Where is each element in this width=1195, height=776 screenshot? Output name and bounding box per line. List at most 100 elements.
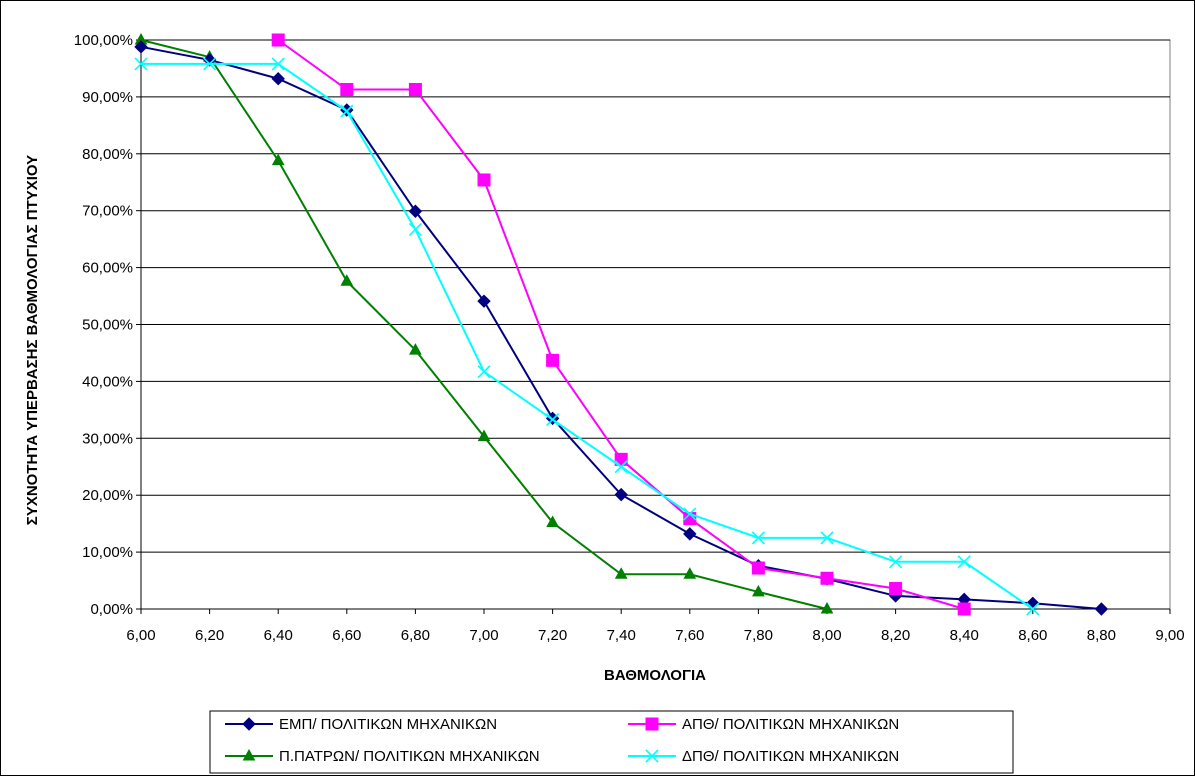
legend-item: ΑΠΘ/ ΠΟΛΙΤΙΚΩΝ ΜΗΧΑΝΙΚΩΝ (628, 716, 899, 733)
data-point (751, 531, 765, 545)
x-tick-label: 7,40 (607, 627, 636, 644)
x-tick-label: 7,60 (675, 627, 704, 644)
x-tick-label: 6,40 (264, 627, 293, 644)
data-point (271, 57, 285, 71)
legend-label: ΔΠΘ/ ΠΟΛΙΤΙΚΩΝ ΜΗΧΑΝΙΚΩΝ (682, 748, 899, 765)
data-point (889, 582, 903, 596)
marker-stroke (820, 531, 834, 545)
series-3 (134, 57, 1040, 616)
x-tick-label: 8,60 (1018, 627, 1047, 644)
marker-stroke (340, 104, 354, 118)
y-tick-label: 60,00% (82, 260, 133, 277)
data-point (1026, 602, 1040, 616)
data-point (683, 567, 697, 579)
data-point (408, 204, 423, 218)
data-point (340, 83, 354, 97)
x-axis-ticks: 6,00 6,20 6,40 6,60 6,80 7,00 7,20 7,40 7,60 7,80… (126, 608, 1185, 644)
y-tick-label: 30,00% (82, 430, 133, 447)
y-tick-label: 20,00% (82, 487, 133, 504)
data-point (820, 601, 834, 614)
data-point (271, 33, 285, 47)
marker-stroke (271, 57, 285, 71)
data-point (477, 173, 491, 187)
x-tick-label: 8,40 (950, 627, 979, 644)
x-tick-label: 8,80 (1087, 627, 1116, 644)
data-point (957, 555, 971, 569)
data-point (477, 294, 491, 308)
y-tick-label: 80,00% (82, 146, 133, 163)
legend-item: ΕΜΠ/ ΠΟΛΙΤΙΚΩΝ ΜΗΧΑΝΙΚΩΝ (225, 716, 497, 733)
x-tick-label: 6,60 (332, 627, 361, 644)
marker-stroke (203, 57, 217, 71)
data-point (820, 571, 834, 585)
data-point (408, 83, 422, 97)
data-point (614, 452, 628, 466)
data-point (751, 561, 765, 575)
marker-stroke (1026, 602, 1040, 616)
marker-stroke (683, 507, 697, 521)
marker-stroke (614, 460, 628, 474)
data-point (340, 104, 354, 118)
data-point (408, 222, 422, 237)
x-tick-label: 7,20 (538, 627, 567, 644)
legend-label: ΕΜΠ/ ΠΟΛΙΤΙΚΩΝ ΜΗΧΑΝΙΚΩΝ (279, 716, 497, 733)
series-group (134, 32, 1109, 616)
y-tick-label: 90,00% (82, 89, 133, 106)
x-tick-label: 6,80 (401, 627, 430, 644)
series-line (141, 62, 1034, 610)
x-tick-label: 6,00 (126, 627, 155, 644)
x-tick-label: 9,00 (1155, 627, 1184, 644)
series-0 (134, 40, 1109, 616)
x-tick-label: 6,20 (195, 627, 224, 644)
y-axis-ticks: 0,00% 10,00% 20,00% 30,00% 40,00% 50,00% 60,00… (74, 32, 142, 618)
marker-stroke (645, 749, 659, 763)
x-tick-label: 7,80 (744, 627, 773, 644)
gridlines (141, 39, 1170, 553)
data-point (477, 365, 491, 379)
marker-stroke (477, 365, 491, 379)
legend-box (209, 710, 1014, 774)
x-tick-label: 7,00 (469, 627, 498, 644)
x-tick-label: 8,00 (812, 627, 841, 644)
data-point (271, 153, 285, 166)
data-point (683, 507, 697, 521)
series-2 (134, 32, 834, 614)
y-tick-label: 70,00% (82, 203, 133, 220)
data-point (752, 584, 765, 597)
marker-stroke (134, 57, 148, 71)
legend-marker (645, 749, 659, 763)
legend-item: ΔΠΘ/ ΠΟΛΙΤΙΚΩΝ ΜΗΧΑΝΙΚΩΝ (628, 748, 899, 765)
data-point (271, 71, 285, 86)
legend-label: ΑΠΘ/ ΠΟΛΙΤΙΚΩΝ ΜΗΧΑΝΙΚΩΝ (682, 716, 899, 733)
x-tick-label: 8,20 (881, 627, 910, 644)
data-point (134, 57, 148, 71)
data-point (546, 412, 560, 427)
legend-marker (242, 748, 256, 761)
data-point (203, 57, 217, 71)
x-axis-title: ΒΑΘΜΟΛΟΓΙΑ (604, 667, 706, 684)
data-point (614, 460, 628, 474)
data-point (1094, 602, 1109, 616)
legend-marker (242, 717, 256, 731)
data-point (820, 531, 834, 545)
marker-stroke (751, 531, 765, 545)
y-tick-label: 40,00% (82, 373, 133, 390)
marker-stroke (957, 555, 971, 569)
y-tick-label: 50,00% (82, 317, 133, 334)
data-point (614, 487, 628, 502)
marker-stroke (546, 412, 560, 427)
y-tick-label: 0,00% (90, 601, 133, 618)
data-point (546, 353, 560, 367)
data-point (409, 343, 422, 355)
legend-item: Π.ΠΑΤΡΩΝ/ ΠΟΛΙΤΙΚΩΝ ΜΗΧΑΝΙΚΩΝ (225, 748, 540, 765)
data-point (546, 515, 559, 528)
data-point (134, 40, 148, 54)
data-point (614, 567, 628, 579)
y-axis-title: ΣΥΧΝΟΤΗΤΑ ΥΠΕΡΒΑΣΗΣ ΒΑΘΜΟΛΟΓΙΑΣ ΠΤΥΧΙΟΥ (24, 155, 41, 525)
y-tick-label: 100,00% (74, 32, 133, 49)
legend-label: Π.ΠΑΤΡΩΝ/ ΠΟΛΙΤΙΚΩΝ ΜΗΧΑΝΙΚΩΝ (279, 748, 540, 765)
legend: ΕΜΠ/ ΠΟΛΙΤΙΚΩΝ ΜΗΧΑΝΙΚΩΝ ΑΠΘ/ ΠΟΛΙΤΙΚΩΝ Μ… (209, 710, 1014, 774)
data-point (683, 527, 697, 541)
data-point (957, 602, 971, 616)
